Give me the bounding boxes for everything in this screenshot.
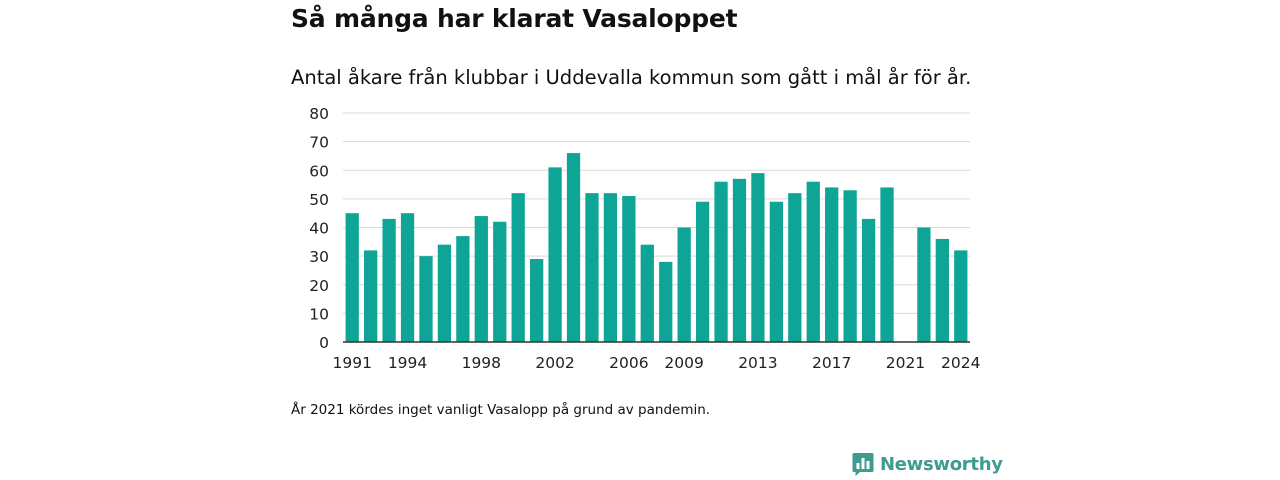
bar-2007 bbox=[640, 244, 654, 342]
x-tick-label: 2024 bbox=[941, 354, 980, 372]
brand-logo: Newsworthy bbox=[852, 452, 1003, 477]
x-tick-label: 2013 bbox=[738, 354, 777, 372]
chart-footnote: År 2021 kördes inget vanligt Vasalopp på… bbox=[291, 402, 711, 418]
y-tick-label: 30 bbox=[309, 248, 329, 266]
bar-2011 bbox=[714, 181, 728, 342]
bar-2010 bbox=[695, 201, 710, 342]
bar-2000 bbox=[511, 193, 525, 342]
bar-2019 bbox=[861, 218, 876, 342]
newsworthy-logo-icon bbox=[852, 453, 874, 476]
bar-1999 bbox=[493, 221, 507, 342]
bar-2005 bbox=[603, 193, 618, 342]
y-tick-label: 60 bbox=[309, 162, 329, 180]
bar-2018 bbox=[843, 190, 857, 342]
x-tick-label: 2006 bbox=[609, 354, 648, 372]
x-tick-label: 2017 bbox=[812, 354, 851, 372]
bar-1997 bbox=[456, 236, 470, 342]
bar-2002 bbox=[548, 167, 562, 342]
bar-1993 bbox=[382, 218, 396, 342]
bar-1994 bbox=[400, 213, 415, 342]
x-tick-label: 2021 bbox=[886, 354, 925, 372]
y-tick-label: 50 bbox=[309, 191, 329, 209]
x-tick-label: 1991 bbox=[332, 354, 371, 372]
y-tick-label: 0 bbox=[319, 334, 329, 352]
y-tick-label: 80 bbox=[309, 105, 329, 123]
chart-subtitle: Antal åkare från klubbar i Uddevalla kom… bbox=[291, 66, 972, 89]
bar-2023 bbox=[935, 238, 949, 342]
y-tick-label: 70 bbox=[309, 134, 329, 152]
brand-name: Newsworthy bbox=[880, 454, 1003, 475]
chart-title: Så många har klarat Vasaloppet bbox=[291, 4, 738, 33]
bar-1991 bbox=[345, 213, 359, 342]
bar-2001 bbox=[529, 258, 544, 342]
x-tick-label: 2002 bbox=[535, 354, 574, 372]
bar-2015 bbox=[788, 193, 802, 342]
bar-2012 bbox=[732, 178, 747, 342]
bar-2016 bbox=[806, 181, 820, 342]
bar-chart: 0 10 20 30 40 50 60 70 80 1991 1994 1998 2002 2006 200… bbox=[309, 105, 980, 372]
bar-2009 bbox=[677, 227, 691, 342]
bar-1995 bbox=[419, 256, 433, 342]
y-tick-label: 20 bbox=[309, 277, 329, 295]
bar-2006 bbox=[622, 196, 636, 342]
bar-1992 bbox=[364, 250, 378, 342]
x-tick-label: 1994 bbox=[388, 354, 427, 372]
bar-2008 bbox=[659, 261, 673, 342]
bar-1998 bbox=[474, 216, 488, 342]
bar-2004 bbox=[585, 193, 599, 342]
y-tick-label: 10 bbox=[309, 305, 329, 323]
bar-2022 bbox=[917, 227, 931, 342]
x-tick-label: 2009 bbox=[664, 354, 703, 372]
bar-2024 bbox=[954, 250, 968, 342]
bar-2014 bbox=[769, 201, 784, 342]
x-tick-label: 1998 bbox=[462, 354, 501, 372]
bar-2013 bbox=[751, 173, 765, 342]
bar-2003 bbox=[566, 153, 581, 342]
bar-2017 bbox=[825, 187, 839, 342]
y-tick-label: 40 bbox=[309, 220, 329, 238]
bar-1996 bbox=[437, 244, 452, 342]
bar-2020 bbox=[880, 187, 894, 342]
